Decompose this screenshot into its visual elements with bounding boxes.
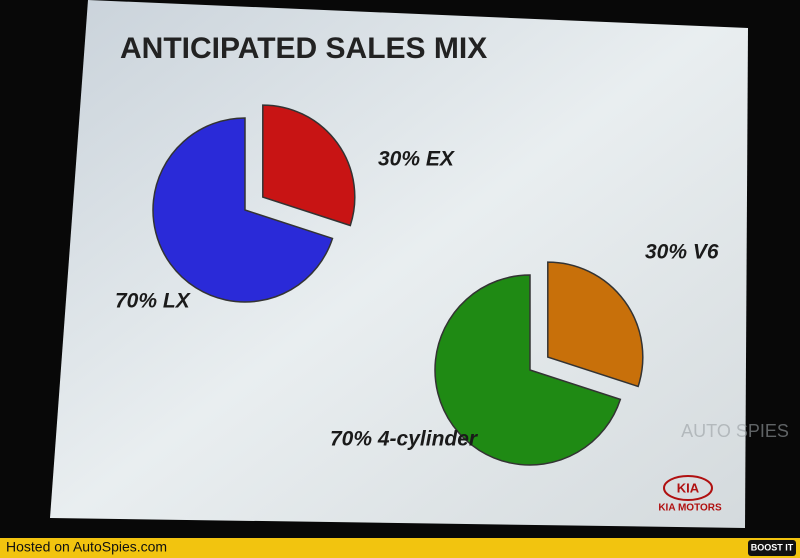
logo-oval [663, 475, 713, 501]
slice-label: 70% 4-cylinder [330, 428, 479, 451]
logo-mark: KIA [677, 480, 700, 495]
charts: 30% EX 70% LX 30% V6 70% 4-cylinder [115, 104, 719, 466]
footer-text: Hosted on AutoSpies.com [6, 539, 167, 555]
slice-label: 70% LX [115, 290, 192, 313]
boost-button[interactable] [748, 540, 796, 556]
footer-bar [0, 538, 800, 558]
boost-button-label[interactable]: BOOST IT [751, 542, 794, 552]
pie-slice [434, 274, 622, 466]
slide-title: ANTICIPATED SALES MIX [120, 32, 487, 65]
slice-label: 30% EX [378, 148, 456, 171]
pie-slice [262, 104, 356, 227]
slice-label: 30% V6 [645, 241, 719, 264]
logo-name: KIA MOTORS [658, 503, 722, 514]
watermark: AUTO SPIES [681, 421, 789, 441]
pie-slice [547, 261, 644, 388]
pie-slice [152, 117, 334, 303]
